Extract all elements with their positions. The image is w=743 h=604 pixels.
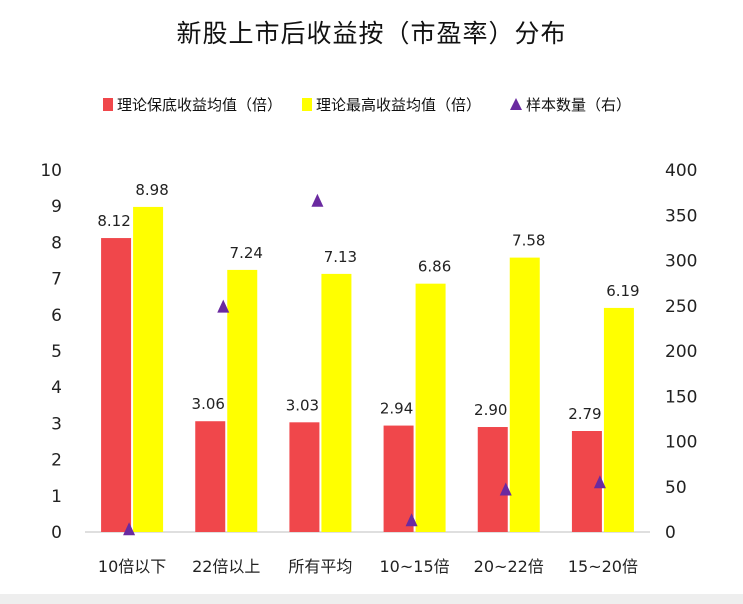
legend-label: 样本数量（右）: [526, 95, 632, 114]
data-label: 7.58: [512, 232, 545, 250]
bar-guaranteed-return: [289, 422, 320, 532]
bar-guaranteed-return: [101, 238, 132, 532]
y-left-tick-label: 10: [40, 161, 62, 181]
y-left-tick-label: 7: [51, 270, 62, 290]
legend-swatch-red: [103, 97, 113, 111]
legend-item-series-3: 样本数量（右）: [510, 92, 631, 116]
y-left-tick-label: 3: [51, 414, 62, 434]
data-label: 3.03: [286, 396, 319, 414]
bar-max-return: [415, 283, 446, 532]
y-right-tick-label: 0: [665, 523, 676, 543]
y-right-tick-label: 350: [665, 206, 697, 226]
y-right-tick-label: 250: [665, 297, 697, 317]
data-label: 6.19: [606, 282, 639, 300]
y-left-tick-label: 2: [51, 451, 62, 471]
legend-label: 理论保底收益均值（倍）: [117, 95, 283, 114]
data-label: 3.06: [192, 395, 225, 413]
x-category-label: 20~22倍: [474, 557, 544, 576]
sample-count-marker: [123, 522, 136, 536]
sample-count-marker: [593, 475, 606, 489]
bar-max-return: [321, 273, 352, 532]
bar-guaranteed-return: [571, 431, 602, 532]
data-label: 8.12: [97, 212, 130, 230]
bar-max-return: [227, 269, 258, 532]
y-right-tick-label: 50: [665, 478, 687, 498]
legend-swatch-yellow: [302, 97, 312, 111]
legend-triangle-marker: [510, 98, 522, 110]
y-left-tick-label: 9: [51, 197, 62, 217]
data-label: 2.90: [474, 401, 507, 419]
sample-count-marker: [217, 299, 230, 313]
bar-max-return: [509, 257, 540, 532]
y-left-tick-label: 0: [51, 523, 62, 543]
legend-item-series-2: 理论最高收益均值（倍）: [302, 92, 481, 116]
data-label: 2.79: [568, 405, 601, 423]
x-category-label: 所有平均: [288, 557, 352, 576]
sample-count-marker: [499, 482, 512, 496]
legend-item-series-1: 理论保底收益均值（倍）: [103, 92, 282, 116]
y-right-tick-label: 200: [665, 342, 697, 362]
bar-guaranteed-return: [195, 421, 226, 532]
bar-max-return: [133, 206, 164, 532]
bar-guaranteed-return: [477, 427, 508, 532]
y-right-tick-label: 300: [665, 252, 697, 272]
data-label: 8.98: [135, 181, 168, 199]
x-category-label: 10倍以下: [98, 557, 166, 576]
y-left-tick-label: 4: [51, 378, 62, 398]
y-right-tick-label: 150: [665, 387, 697, 407]
chart-title: 新股上市后收益按（市盈率）分布: [176, 19, 567, 48]
bottom-border-strip: [0, 594, 743, 604]
x-category-label: 22倍以上: [192, 557, 260, 576]
y-left-tick-label: 1: [51, 487, 62, 507]
data-label: 6.86: [418, 258, 451, 276]
y-left-tick-label: 8: [51, 233, 62, 253]
legend-label: 理论最高收益均值（倍）: [316, 95, 482, 114]
y-left-tick-label: 6: [51, 306, 62, 326]
x-category-label: 10~15倍: [380, 557, 450, 576]
data-label: 7.13: [324, 248, 357, 266]
bar-guaranteed-return: [383, 425, 414, 532]
y-right-tick-label: 100: [665, 433, 697, 453]
sample-count-marker: [405, 513, 418, 527]
sample-count-marker: [311, 193, 324, 207]
y-right-tick-label: 400: [665, 161, 697, 181]
bar-max-return: [603, 307, 634, 532]
data-label: 7.24: [230, 244, 263, 262]
x-category-label: 15~20倍: [568, 557, 638, 576]
y-left-tick-label: 5: [51, 342, 62, 362]
data-label: 2.94: [380, 400, 413, 418]
